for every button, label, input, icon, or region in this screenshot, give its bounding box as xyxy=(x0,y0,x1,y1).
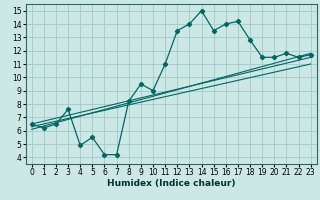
X-axis label: Humidex (Indice chaleur): Humidex (Indice chaleur) xyxy=(107,179,236,188)
